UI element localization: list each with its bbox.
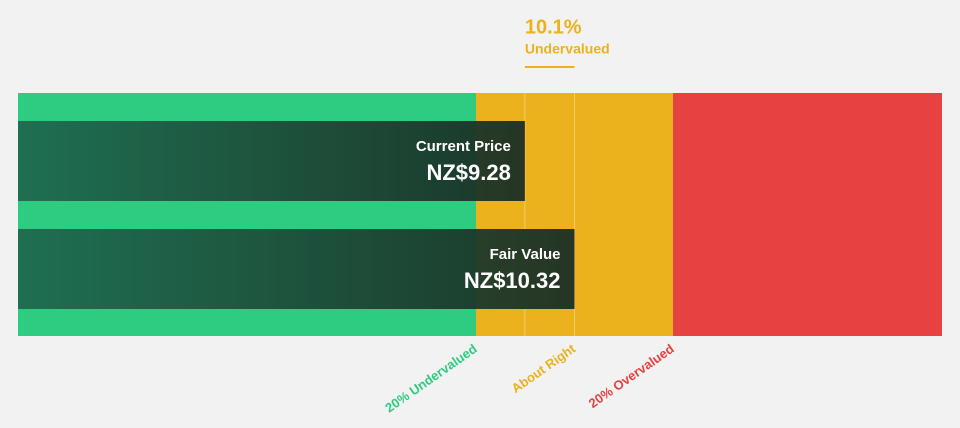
zone-label: 20% Undervalued xyxy=(382,341,479,415)
zone-label: About Right xyxy=(509,341,579,396)
bar-label: Current Price xyxy=(416,138,511,155)
zone xyxy=(673,93,942,336)
value-label: NZ$9.28 xyxy=(426,160,510,185)
bar-label: Fair Value xyxy=(490,246,561,263)
annotation-value: 10.1% xyxy=(525,16,582,38)
annotation-text: Undervalued xyxy=(525,41,610,57)
bar xyxy=(18,121,525,201)
value-label: NZ$10.32 xyxy=(464,268,561,293)
bar xyxy=(18,229,575,309)
zone-label: 20% Overvalued xyxy=(586,341,677,411)
